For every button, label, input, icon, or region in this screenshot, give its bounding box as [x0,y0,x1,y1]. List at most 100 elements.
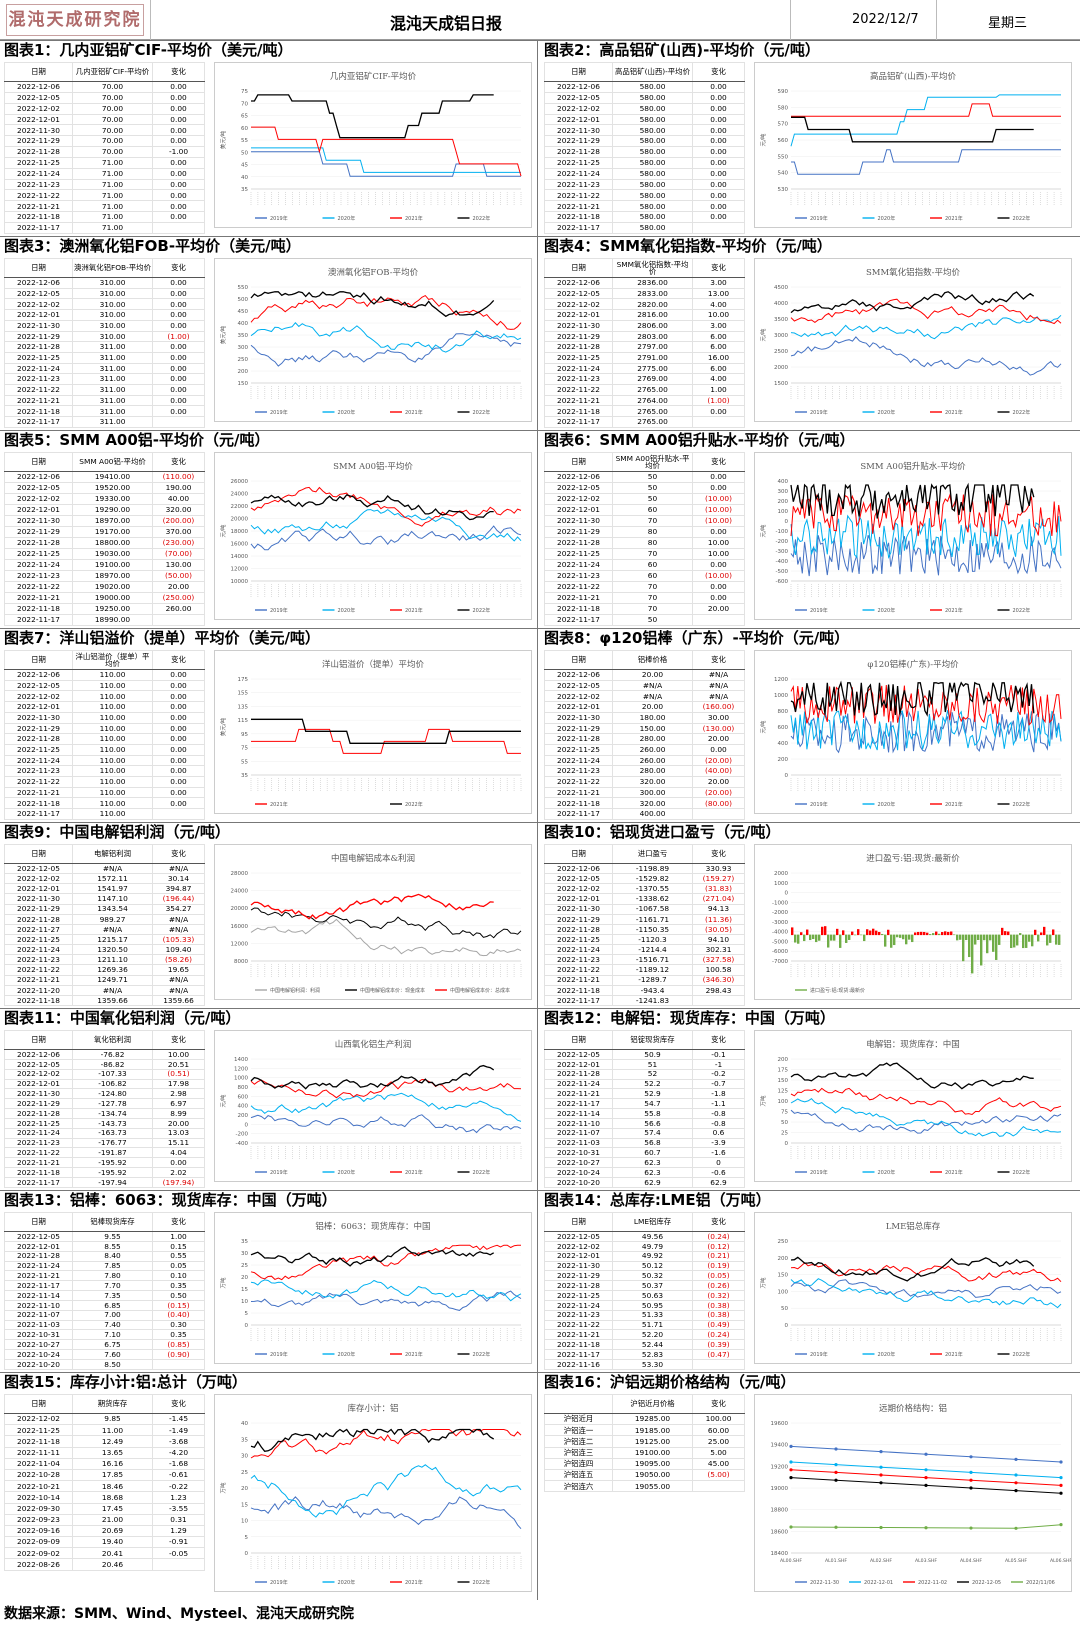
table-cell: 19290.00 [72,504,153,516]
table-cell: (10.00) [692,515,745,527]
table-row: 2022-11-21 7.80 0.10 [4,1270,205,1282]
legend-label: 2019年 [810,215,828,222]
chart-panel: 图表1：几内亚铝矿CIF-平均价（美元/吨） 日期 几内亚铝矿CIF-平均价 变化 20… [0,40,540,236]
row-divider [0,1372,1080,1373]
panel-title: 图表10：铝现货进口盈亏（元/吨） [544,823,781,841]
table-row: 2022-11-29 70.00 0.00 [4,135,205,148]
table-cell: 6.85 [72,1299,153,1311]
table-cell: 54.7 [612,1098,693,1110]
table-cell: 0.00 [692,482,745,494]
table-row: 2022-11-22 110.00 0.00 [4,776,205,788]
table-cell: 2022-12-01 [544,701,613,713]
legend-label: 2022年 [473,409,491,416]
table-cell: 0.00 [692,743,745,756]
y-tick-label: -400 [776,559,789,565]
bar [830,934,833,941]
legend-label: 2022年 [1013,1169,1031,1176]
bar [845,934,848,943]
legend-label: 2022年 [473,1579,491,1586]
y-tick-label: 0 [245,1551,249,1557]
table-cell: 320.00 [612,776,693,788]
table-cell: 19100.00 [612,1446,693,1459]
y-tick-label: 115 [238,718,249,724]
table-cell: 12.49 [72,1435,153,1448]
chart-panel: 图表7：洋山铝溢价（提单）平均价（美元/吨） 日期 洋山铝溢价（提单）平均价 变化 20… [0,628,540,822]
table-cell: 2022-11-22 [4,1147,73,1159]
series-point [1059,1523,1063,1527]
table-cell: 2022-11-24 [4,1260,73,1272]
table-cell: 2820.00 [612,298,693,311]
table-cell: 2022-11-29 [4,722,73,735]
y-tick-label: 400 [238,1104,249,1110]
table-cell: 2022-11-22 [544,1319,613,1331]
table-cell: -1067.58 [612,903,693,915]
y-tick-label: 40 [241,1421,248,1427]
row-divider [0,628,1080,629]
y-tick-label: -7000 [772,959,788,965]
table-cell: 2022-11-30 [544,515,613,527]
table-cell: 310.00 [72,319,153,332]
legend-label: 2020年 [878,1169,896,1176]
data-table: 日期 SMM氧化铝指数-平均价 变化 2022-12-06 2836.00 3.00 202… [544,258,745,428]
table-row: 沪铝连六 19055.00 [544,1480,745,1493]
y-tick-label: 70 [241,101,248,107]
table-cell: 0.00 [152,701,205,713]
table-row: 2022-10-24 7.60 (0.90) [4,1349,205,1360]
table-cell: 2022-12-01 [4,1240,73,1252]
table-cell: 2022-12-02 [4,1412,73,1426]
table-cell: 0.00 [152,319,205,332]
y-tick-label: 100 [778,1289,789,1295]
table-row: 2022-11-28 8.40 0.55 [4,1250,205,1262]
y-tick-label: 8000 [234,959,248,965]
table-cell: 62.3 [612,1167,693,1178]
series-line [251,147,521,173]
table-cell: -3.68 [152,1435,205,1448]
panel-title: 图表2：高品铝矿(山西)-平均价（元/吨） [544,41,820,59]
table-cell: 0.00 [152,124,205,137]
table-cell: 180.00 [612,711,693,724]
table-cell: 190.00 [152,482,205,494]
table-cell: 20.41 [72,1547,153,1560]
table-cell: (346.30) [692,974,745,986]
table-cell: 100.00 [692,1412,745,1426]
table-cell: 7.85 [72,1260,153,1272]
y-tick-label: -200 [776,539,789,545]
table-cell: 9.55 [72,1231,153,1242]
chart: SMM A00铝升贴水-平均价 -600 -500 -400 -300 -200 -100 0… [754,452,1072,620]
table-cell: 2022-11-25 [4,351,73,364]
table-row: 2022-11-27 #N/A #N/A [4,923,205,935]
table-cell: 0.35 [152,1329,205,1341]
bar [998,934,1001,945]
table-cell: 0.00 [152,743,205,756]
table-cell: 1147.10 [72,893,153,905]
table-cell: -1.1 [692,1098,745,1110]
table-row: 2022-11-20 #N/A #N/A [4,984,205,996]
table-cell: -943.4 [612,984,693,996]
legend-label: 2020年 [338,1579,356,1586]
table-row: 2022-11-29 110.00 0.00 [4,722,205,735]
table-cell: 20.00 [692,733,745,745]
table-cell: 2022-11-22 [544,189,613,202]
table-row: 2022-11-21 52.9 -1.8 [544,1088,745,1100]
y-axis-label: 元/吨 [759,328,767,341]
table-cell: 70 [612,548,693,560]
y-tick-label: 5 [245,1311,249,1317]
table-cell: 2022-11-03 [4,1319,73,1331]
table-cell: 2022-12-02 [4,1068,73,1080]
table-row: 2022-11-28 80 10.00 [544,537,745,549]
chart-svg: SMM A00铝升贴水-平均价 -600 -500 -400 -300 -200 -100 0… [759,461,1062,614]
table-row: 2022-11-23 60 (10.00) [544,570,745,582]
y-tick-label: 22000 [231,504,249,510]
table-cell: 2022-11-29 [544,526,613,538]
table-cell: 1.00 [692,384,745,396]
table-header: 日期 [4,1394,73,1414]
table-cell: 2022-11-25 [4,548,73,560]
series-line [251,728,521,754]
table-cell: 1320.50 [72,944,153,956]
y-axis-label: 美元/吨 [219,717,227,736]
table-row: 2022-11-18 110.00 0.00 [4,797,205,810]
table-cell: 71.00 [72,156,153,169]
table-cell: 0.00 [692,146,745,158]
report-date: 2022/12/7 [852,12,919,27]
row-divider [0,430,1080,431]
